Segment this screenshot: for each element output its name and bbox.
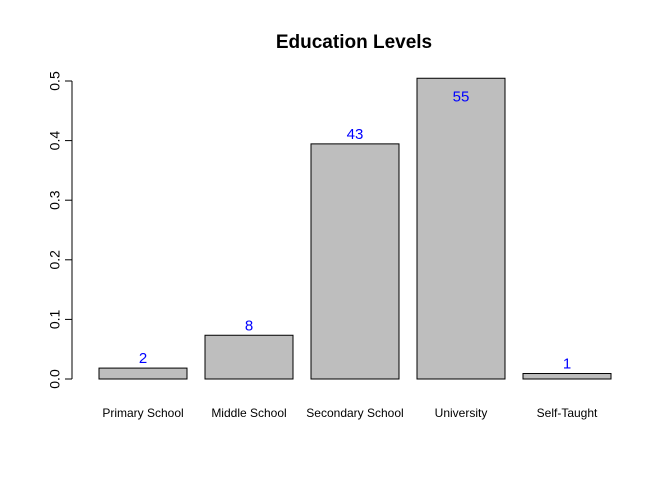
count-label: 2 [139,350,147,367]
y-tick-label: 0.2 [47,250,63,270]
y-tick-label: 0.4 [47,131,63,151]
y-tick-label: 0.5 [47,71,63,91]
y-axis: 0.0 0.1 0.2 0.3 0.4 0.5 [47,71,73,389]
y-tick-label: 0.1 [47,309,63,329]
bar [98,367,188,380]
bar [204,334,294,380]
data-labels: 2 8 43 55 1 [139,88,571,372]
y-tick-label: 0.0 [47,369,63,389]
chart-title: Education Levels [276,32,432,53]
bar [522,373,612,380]
category-label: University [435,406,488,420]
count-label: 43 [347,126,364,143]
count-label: 1 [563,356,571,373]
bars-group [98,77,612,380]
y-tick-label: 0.3 [47,190,63,210]
category-label: Middle School [211,406,286,420]
bar [416,77,506,380]
count-label: 55 [453,88,470,105]
count-label: 8 [245,317,253,334]
category-label: Secondary School [306,406,403,420]
category-labels: Primary School Middle School Secondary Sch… [102,406,598,420]
category-label: Self-Taught [537,406,598,420]
category-label: Primary School [102,406,183,420]
bar [310,143,400,380]
